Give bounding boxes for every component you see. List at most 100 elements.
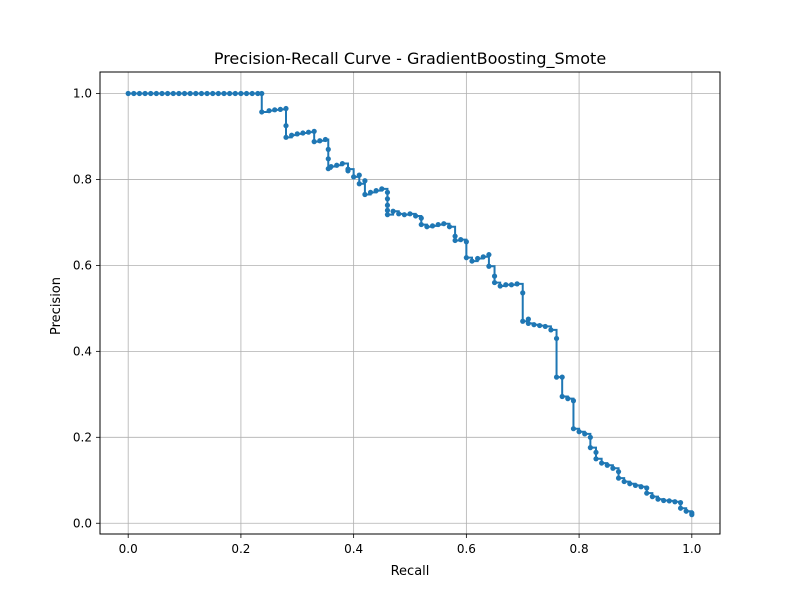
pr-curve-point (142, 90, 148, 97)
pr-curve-point (418, 215, 424, 221)
pr-curve-point (193, 90, 199, 97)
pr-curve-point (198, 90, 205, 97)
pr-curve-point (136, 90, 143, 97)
pr-curve-point (325, 156, 331, 162)
pr-curve-point (413, 213, 419, 219)
pr-curve-point (259, 109, 265, 115)
pr-curve-point (565, 396, 571, 402)
pr-curve-point (243, 90, 250, 97)
pr-curve-point (238, 90, 244, 97)
pr-curve-point (339, 160, 345, 167)
grid-layer (100, 72, 720, 534)
pr-curve-point (384, 202, 391, 208)
pr-curve-point (559, 374, 565, 380)
pr-curve-point (452, 233, 458, 239)
pr-curve-point (215, 90, 221, 97)
pr-curve-point (325, 146, 331, 152)
x-tick-label: 0.6 (457, 542, 476, 556)
pr-curve-point (401, 212, 407, 218)
pr-curve-point (165, 90, 171, 97)
chart-title: Precision-Recall Curve - GradientBoostin… (214, 49, 606, 69)
pr-curve-point (300, 130, 306, 136)
pr-curve-point (227, 90, 233, 97)
pr-curve-point (582, 431, 588, 437)
y-tick-label: 0.6 (73, 258, 92, 272)
pr-curve-point (661, 497, 667, 504)
pr-curve-point (390, 208, 396, 214)
pr-curve-point (689, 512, 695, 518)
pr-curve-point (593, 456, 599, 462)
pr-curve-point (259, 90, 265, 97)
y-tick-label: 0.0 (73, 516, 92, 530)
pr-curve-point (255, 90, 261, 97)
pr-curve-point (311, 128, 317, 134)
pr-curve-point (170, 90, 176, 97)
pr-curve-point (610, 465, 616, 471)
pr-curve-point (204, 90, 210, 97)
pr-curve-point (520, 318, 526, 324)
pr-curve-point (131, 90, 137, 97)
pr-curve-point (311, 139, 317, 145)
pr-curve-point (604, 462, 610, 468)
pr-curve-point (615, 469, 622, 475)
pr-curve-point (475, 255, 481, 262)
pr-curve-point (277, 106, 283, 112)
pr-curve-point (593, 449, 599, 455)
pr-curve-point (232, 90, 238, 97)
pr-curve-point (525, 316, 531, 322)
pr-curve-point (435, 221, 441, 228)
pr-curve-point (587, 445, 593, 451)
pr-curve-point (672, 499, 678, 505)
pr-curve-point (283, 105, 289, 112)
pr-curve-point (677, 500, 684, 506)
pr-curve-point (345, 166, 351, 172)
pr-curve-point (649, 494, 655, 500)
x-tick-label: 0.0 (119, 542, 138, 556)
pr-curve-point (587, 434, 593, 440)
pr-curve-point (491, 279, 498, 286)
pr-curve-point (644, 490, 650, 496)
pr-curve-point (384, 207, 391, 213)
pr-curve-point (508, 282, 515, 288)
pr-curve-point (452, 237, 458, 244)
pr-curve-point (181, 90, 188, 97)
pr-curve-point (621, 478, 627, 485)
pr-curve-point (531, 322, 537, 328)
pr-curve-point (356, 172, 362, 178)
pr-curve-point (362, 178, 368, 184)
plot-frame (99, 71, 721, 535)
pr-curve-point (553, 335, 560, 342)
pr-curve-point (469, 258, 475, 264)
pr-curve-point (210, 90, 216, 97)
pr-curve-point (632, 482, 639, 489)
pr-curve-point (638, 484, 644, 490)
pr-curve-point (176, 90, 182, 97)
pr-curve-point (644, 485, 650, 491)
x-tick-label: 0.4 (344, 542, 363, 556)
pr-curve-point (322, 136, 329, 143)
pr-curve-point (627, 481, 633, 487)
pr-curve-point (384, 189, 391, 195)
pr-curve-point (480, 254, 486, 260)
pr-curve-point (666, 498, 672, 504)
y-tick-label: 1.0 (73, 86, 92, 100)
pr-curve-point (148, 90, 154, 97)
pr-curve-point (334, 162, 340, 168)
x-tick-label: 1.0 (682, 542, 701, 556)
pr-curve-point (537, 322, 543, 329)
pr-curve-point (305, 129, 312, 135)
pr-curve-point (520, 290, 526, 296)
pr-curve-point (441, 221, 447, 227)
pr-curve-point (683, 508, 689, 514)
pr-curve-point (266, 108, 272, 114)
pr-curve-point (486, 263, 492, 269)
pr-curve-point (356, 181, 362, 187)
pr-curve-point (576, 429, 582, 435)
pr-curve-point (553, 374, 560, 380)
pr-curve-point (272, 107, 278, 113)
pr-curve-point (548, 327, 554, 333)
pr-curve-point (362, 191, 368, 198)
pr-curve-point (559, 393, 565, 400)
